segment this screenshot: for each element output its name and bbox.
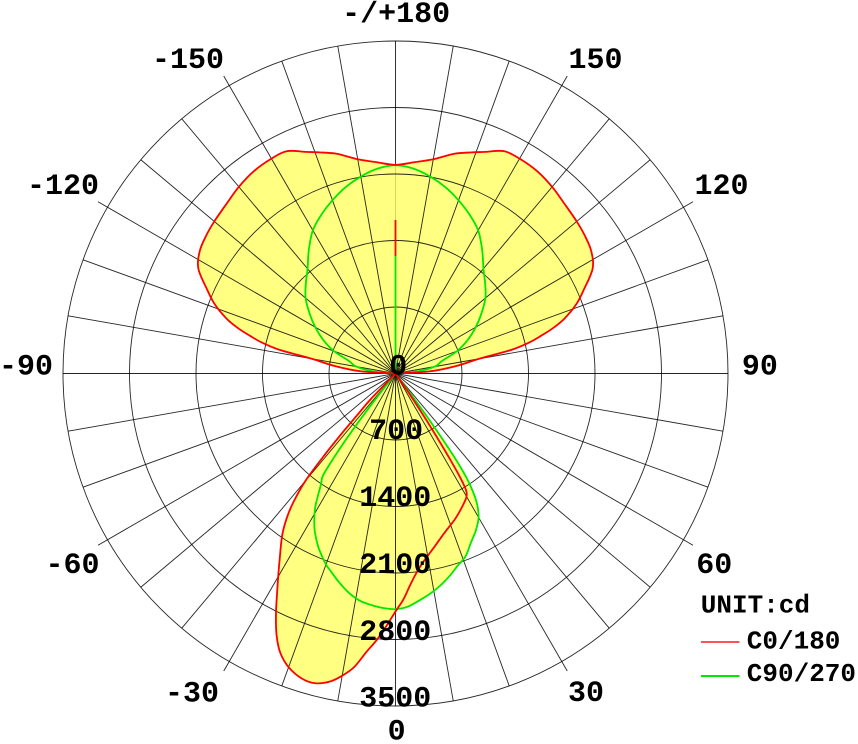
svg-text:30: 30: [568, 677, 604, 711]
svg-text:-60: -60: [45, 549, 99, 583]
svg-text:0: 0: [389, 351, 407, 385]
svg-text:-120: -120: [27, 170, 99, 204]
svg-text:1400: 1400: [359, 482, 431, 516]
svg-text:C90/270: C90/270: [747, 659, 856, 689]
svg-text:-30: -30: [165, 678, 219, 712]
svg-text:3500: 3500: [359, 682, 431, 716]
svg-text:-90: -90: [0, 351, 53, 385]
svg-text:-/+180: -/+180: [342, 0, 450, 32]
svg-text:120: 120: [694, 170, 748, 204]
svg-text:150: 150: [568, 44, 622, 78]
svg-text:700: 700: [369, 415, 423, 449]
svg-text:UNIT:cd: UNIT:cd: [701, 590, 810, 620]
svg-text:-150: -150: [152, 44, 224, 78]
svg-text:C0/180: C0/180: [747, 627, 841, 657]
svg-text:2100: 2100: [359, 549, 431, 583]
svg-text:0: 0: [388, 716, 406, 744]
svg-text:90: 90: [742, 351, 778, 385]
svg-text:60: 60: [696, 549, 732, 583]
svg-text:2800: 2800: [359, 616, 431, 650]
